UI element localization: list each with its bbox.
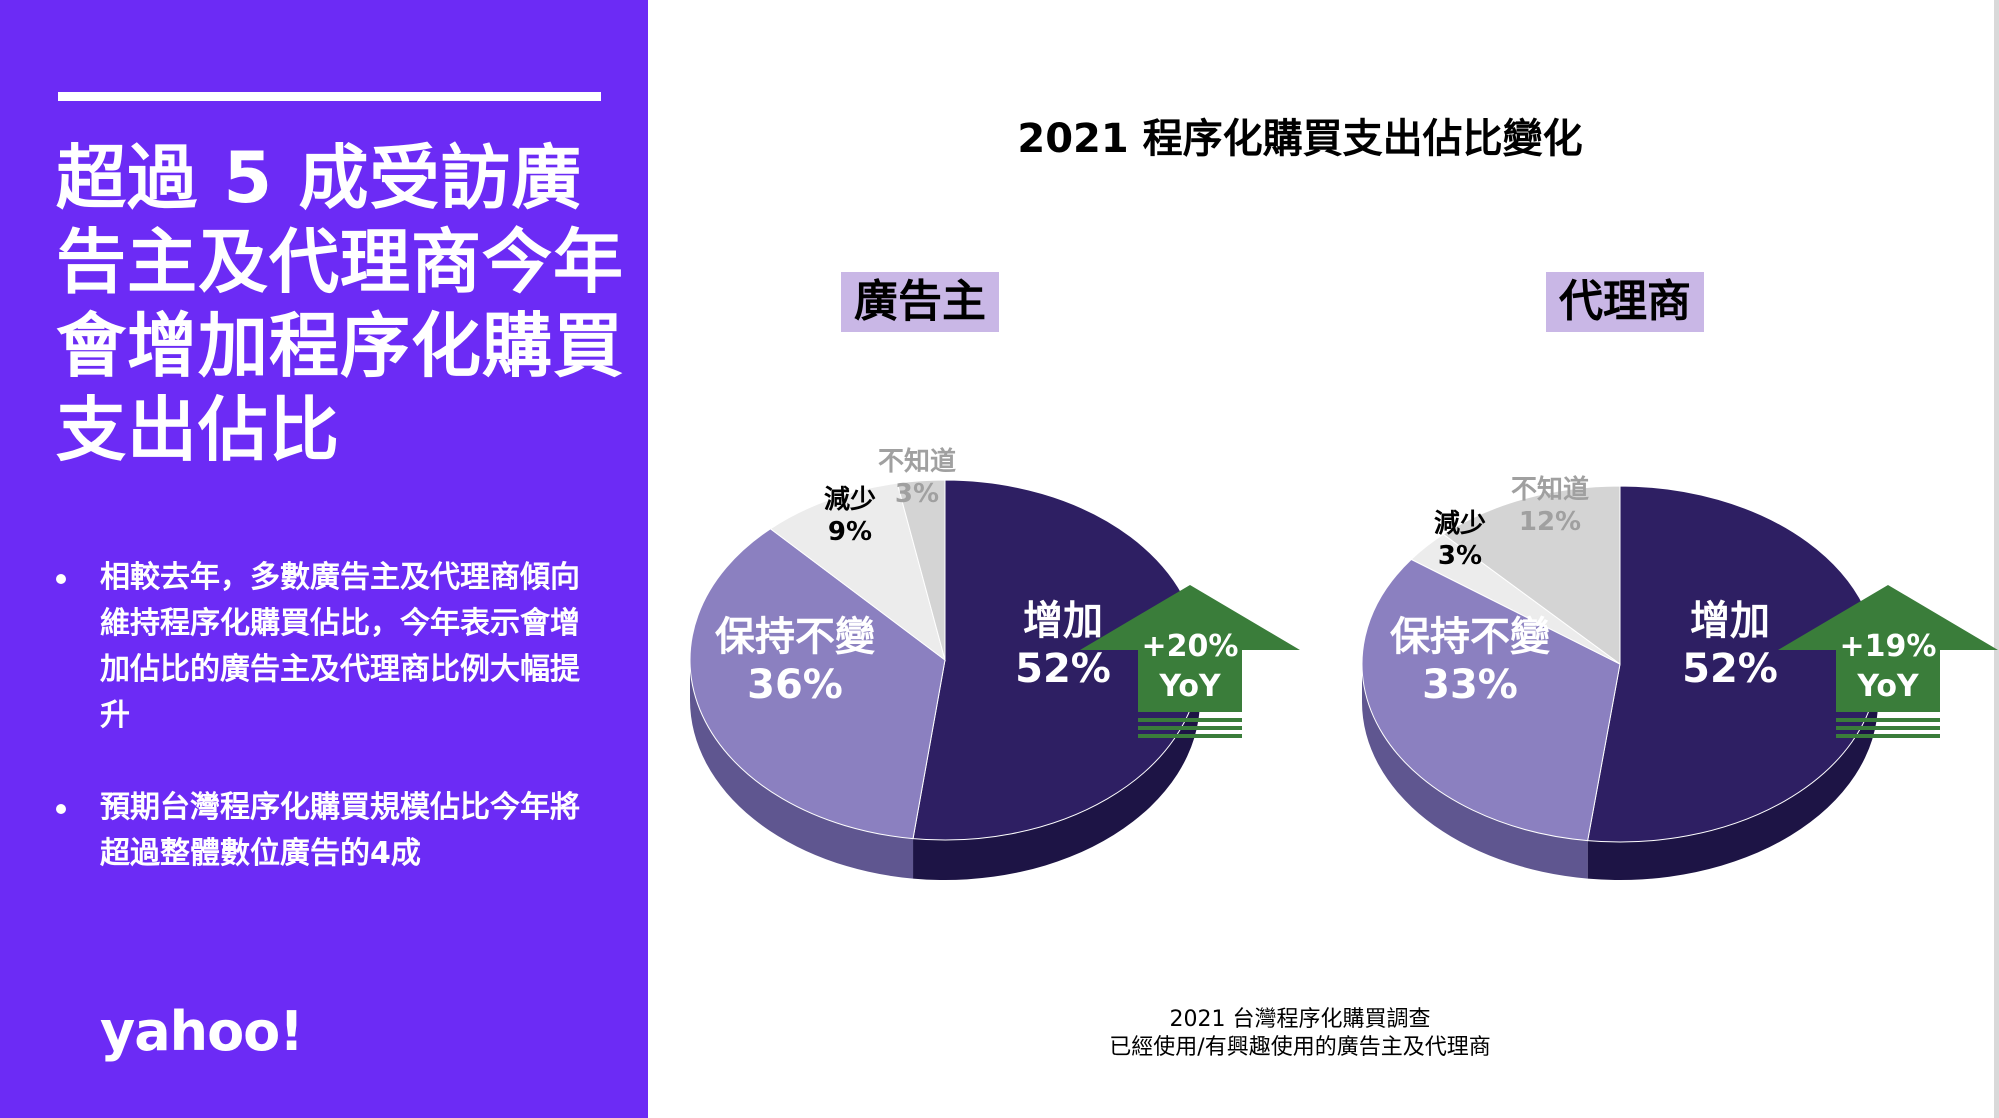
pie-side-increase [1587, 664, 1878, 881]
slice-value-keep: 33% [1422, 662, 1518, 708]
headline: 超過 5 成受訪廣告主及代理商今年會增加程序化購買支出佔比 [56, 137, 624, 471]
yoy-label: YoY [1158, 669, 1222, 704]
arrow-stripe [1138, 718, 1242, 722]
slice-label-keep: 保持不變 [715, 614, 875, 660]
slice-label-increase: 增加 [1023, 598, 1103, 644]
slice-label-increase: 增加 [1690, 598, 1770, 644]
arrow-shape [1778, 585, 1998, 712]
pie-slice-decrease [769, 482, 946, 662]
chart-title: 2021 程序化購買支出佔比變化 [1017, 116, 1583, 162]
pie-side-keep [1362, 664, 1588, 879]
slice-label-decrease: 減少 [824, 485, 876, 515]
yoy-arrow-icon: +20% YoY [1080, 585, 1300, 738]
pie-slice-unknown [896, 479, 946, 661]
arrow-stripe [1836, 718, 1940, 722]
slice-value-increase: 52% [1682, 646, 1778, 692]
bullet-dot-icon [56, 804, 66, 814]
bullet-dot-icon [56, 574, 66, 584]
arrow-stripe [1138, 726, 1242, 730]
slice-value-unknown: 3% [895, 479, 939, 509]
slice-value-decrease: 3% [1438, 541, 1482, 571]
pie-side-keep [690, 660, 914, 879]
arrow-stripe [1836, 734, 1940, 738]
slice-label-unknown: 不知道 [878, 446, 956, 477]
slice-value-decrease: 9% [828, 517, 872, 547]
chart-source: 2021 台灣程序化購買調查 已經使用/有興趣使用的廣告主及代理商 [1000, 1006, 1600, 1062]
sidebar-panel: 超過 5 成受訪廣告主及代理商今年會增加程序化購買支出佔比 相較去年，多數廣告主… [0, 0, 648, 1118]
yahoo-logo: yahoo! [100, 1000, 304, 1063]
arrow-stripe [1836, 726, 1940, 730]
bullet-item: 相較去年，多數廣告主及代理商傾向維持程序化購買佔比，今年表示會增加佔比的廣告主及… [50, 555, 590, 739]
yoy-change: +20% [1142, 629, 1239, 664]
yoy-label: YoY [1856, 669, 1920, 704]
slice-label-unknown: 不知道 [1511, 474, 1589, 505]
top-rule [58, 92, 601, 101]
yoy-arrow-icon: +19% YoY [1778, 585, 1998, 738]
source-line: 2021 台灣程序化購買調查 [1169, 1007, 1431, 1032]
arrow-stripe [1138, 734, 1242, 738]
slice-value-increase: 52% [1015, 646, 1111, 692]
arrow-shape [1080, 585, 1300, 712]
pie-side-increase [913, 660, 1200, 880]
bullet-list: 相較去年，多數廣告主及代理商傾向維持程序化購買佔比，今年表示會增加佔比的廣告主及… [50, 555, 590, 923]
source-line: 已經使用/有興趣使用的廣告主及代理商 [1109, 1035, 1491, 1060]
slide-edge [1994, 0, 1999, 1118]
slice-value-unknown: 12% [1519, 507, 1581, 537]
pie-slice-keep [1361, 558, 1621, 842]
group-label-agency: 代理商 [1546, 272, 1704, 332]
bullet-text: 預期台灣程序化購買規模佔比今年將超過整體數位廣告的4成 [100, 790, 580, 871]
bullet-item: 預期台灣程序化購買規模佔比今年將超過整體數位廣告的4成 [50, 785, 590, 877]
yoy-change: +19% [1840, 629, 1937, 664]
slice-label-keep: 保持不變 [1390, 614, 1550, 660]
pie-slice-keep [689, 528, 946, 840]
bullet-text: 相較去年，多數廣告主及代理商傾向維持程序化購買佔比，今年表示會增加佔比的廣告主及… [100, 560, 580, 733]
pie-slice-unknown [1442, 485, 1621, 665]
slice-value-keep: 36% [747, 662, 843, 708]
group-label-advertiser: 廣告主 [841, 272, 999, 332]
slice-label-decrease: 減少 [1434, 509, 1486, 539]
